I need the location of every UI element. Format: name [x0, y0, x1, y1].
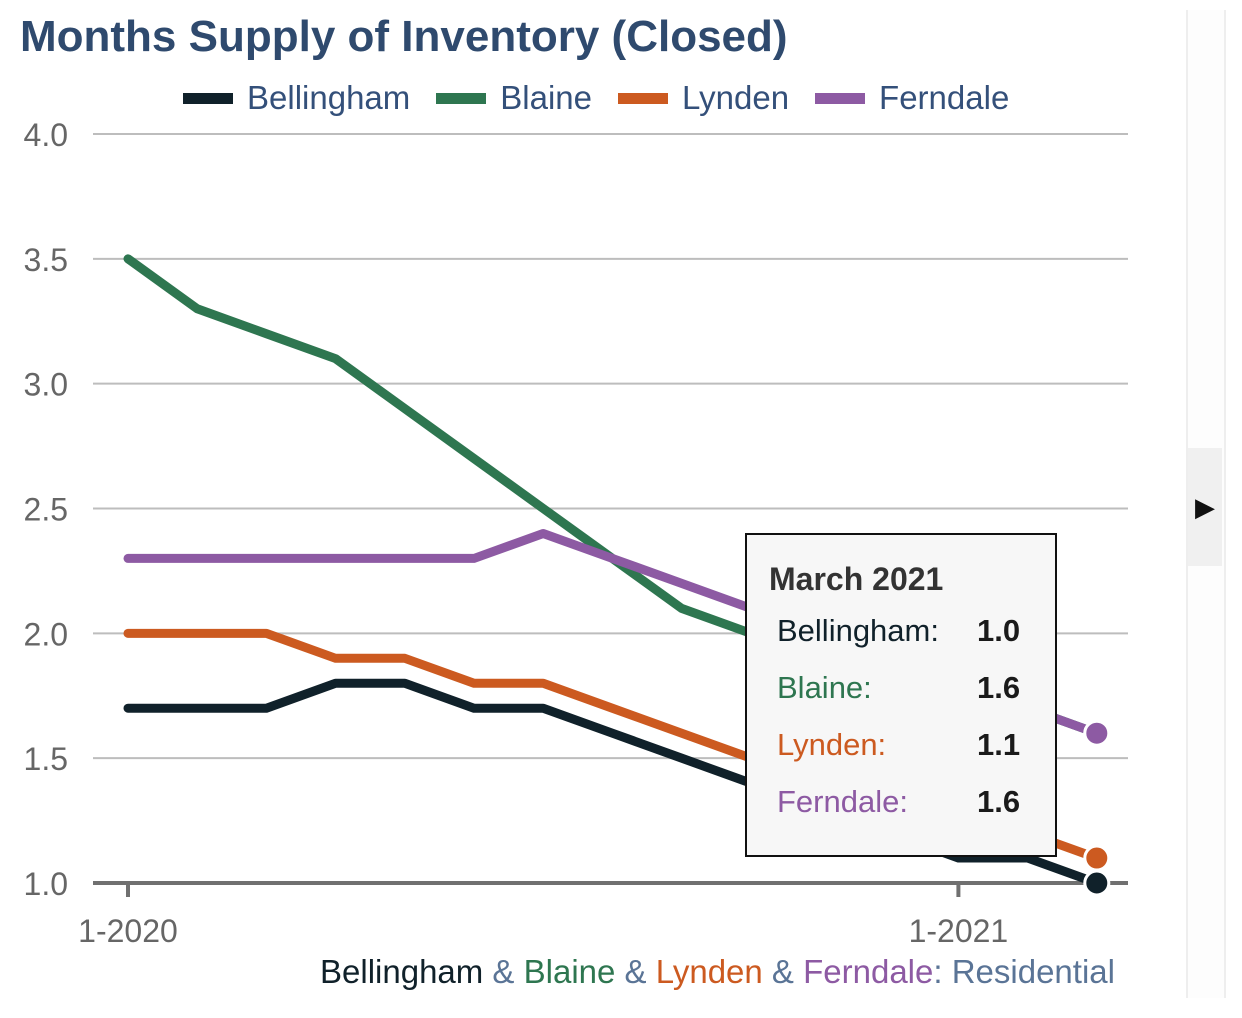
tooltip-series-value: 1.0	[977, 613, 1021, 648]
tooltip-series-name: Lynden:	[777, 727, 887, 762]
y-tick-label: 3.0	[24, 367, 68, 403]
y-tick-label: 4.0	[24, 117, 68, 153]
highlight-point-ferndale	[1083, 719, 1111, 747]
footer-suffix: : Residential	[933, 953, 1115, 990]
footer-bellingham: Bellingham	[320, 953, 484, 990]
x-tick-label: 1-2020	[78, 913, 178, 949]
y-tick-label: 1.5	[24, 741, 68, 777]
legend-label-ferndale: Ferndale	[879, 79, 1010, 116]
legend-item-blaine[interactable]: Blaine	[436, 79, 592, 117]
legend-label-blaine: Blaine	[500, 79, 592, 116]
tooltip-series-value: 1.1	[977, 727, 1021, 762]
tooltip-title: March 2021	[769, 561, 944, 597]
y-tick-label: 2.5	[24, 492, 68, 528]
footer-lynden: Lynden	[655, 953, 763, 990]
footer-separator: &	[762, 953, 804, 990]
highlight-point-lynden	[1083, 844, 1111, 872]
x-tick-label: 1-2021	[909, 913, 1009, 949]
caret-right-icon: ▶	[1195, 491, 1215, 522]
legend-swatch-blaine	[436, 92, 487, 104]
legend-label-lynden: Lynden	[682, 79, 790, 116]
footer-ferndale: Ferndale	[803, 953, 934, 990]
chart-footer: Bellingham & Blaine & Lynden & Ferndale:…	[320, 953, 1115, 991]
chart-tooltip: March 2021 Bellingham: 1.0 Blaine: 1.6 L…	[745, 533, 1057, 857]
legend-swatch-ferndale	[815, 92, 866, 104]
footer-blaine: Blaine	[523, 953, 616, 990]
tooltip-series-name: Blaine:	[777, 670, 872, 705]
tooltip-series-value: 1.6	[977, 670, 1021, 705]
legend-swatch-lynden	[618, 92, 668, 104]
footer-separator: &	[615, 953, 656, 990]
tooltip-row-ferndale: Ferndale: 1.6	[777, 784, 1037, 824]
tooltip-row-lynden: Lynden: 1.1	[777, 727, 1037, 767]
legend-item-bellingham[interactable]: Bellingham	[183, 79, 410, 117]
tooltip-series-value: 1.6	[977, 784, 1021, 819]
tooltip-series-name: Bellingham:	[777, 613, 939, 648]
y-tick-label: 1.0	[24, 866, 68, 902]
tooltip-series-name: Ferndale:	[777, 784, 908, 819]
legend-swatch-bellingham	[183, 92, 233, 104]
highlight-point-bellingham	[1083, 869, 1111, 897]
side-panel-toggle[interactable]: ▶	[1188, 448, 1222, 566]
legend-item-ferndale[interactable]: Ferndale	[815, 79, 1009, 117]
legend-label-bellingham: Bellingham	[247, 79, 411, 116]
legend-item-lynden[interactable]: Lynden	[618, 79, 789, 117]
footer-separator: &	[483, 953, 524, 990]
tooltip-row-bellingham: Bellingham: 1.0	[777, 613, 1037, 653]
y-tick-label: 3.5	[24, 242, 68, 278]
chart-legend: Bellingham Blaine Lynden Ferndale	[183, 76, 1035, 120]
tooltip-row-blaine: Blaine: 1.6	[777, 670, 1037, 710]
y-tick-label: 2.0	[24, 616, 68, 652]
chart-title: Months Supply of Inventory (Closed)	[20, 12, 788, 61]
